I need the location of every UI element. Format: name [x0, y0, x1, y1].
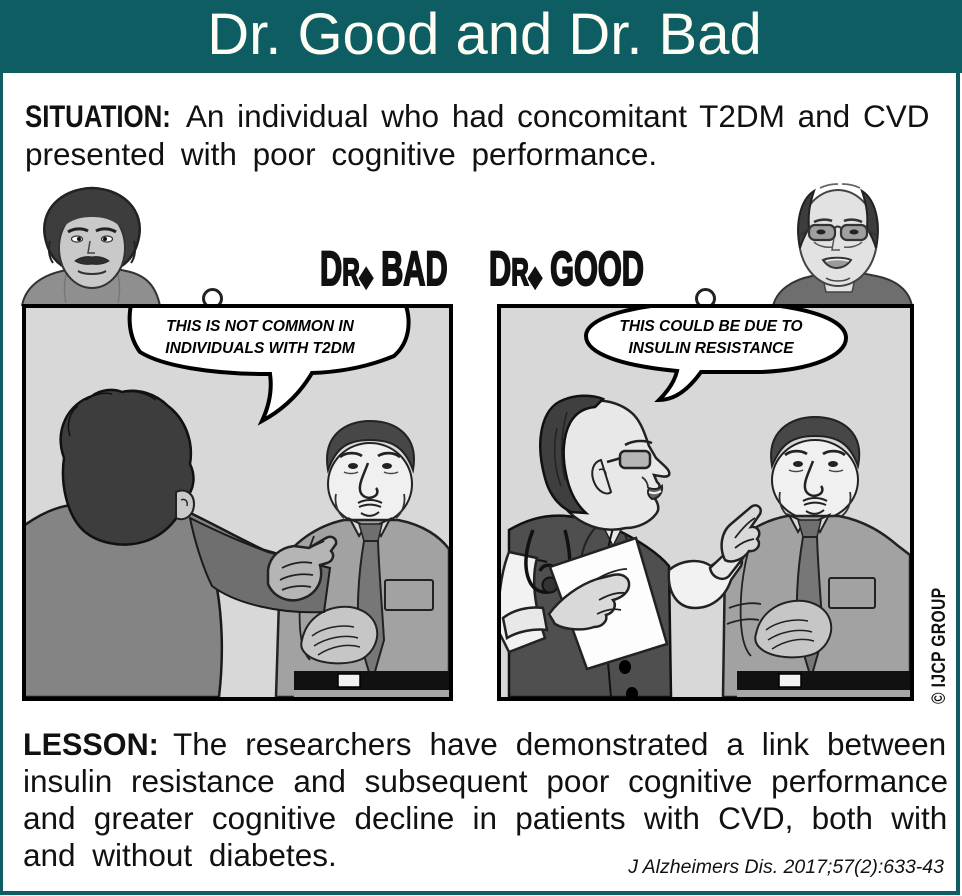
svg-text:INDIVIDUALS WITH T2DM: INDIVIDUALS WITH T2DM [165, 340, 356, 357]
svg-text:THIS IS NOT COMMON IN: THIS IS NOT COMMON IN [166, 318, 355, 335]
svg-text:THIS COULD BE DUE TO: THIS COULD BE DUE TO [619, 318, 802, 335]
svg-text:INSULIN RESISTANCE: INSULIN RESISTANCE [628, 340, 794, 357]
